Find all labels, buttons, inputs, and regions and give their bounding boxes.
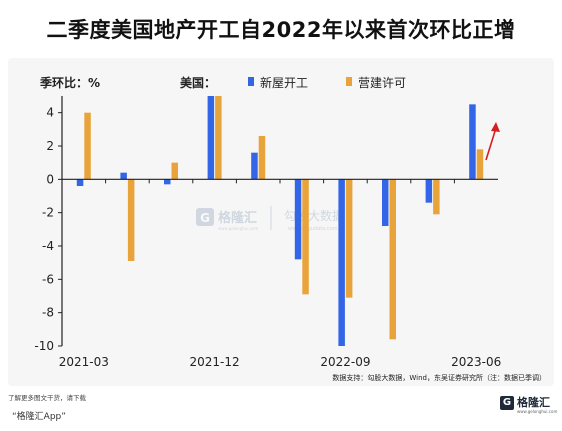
y-tick-label: -4: [42, 239, 54, 253]
x-tick-label: 2022-09: [320, 355, 370, 369]
bar-2023-03-permits: [433, 179, 440, 215]
bars: [76, 96, 484, 346]
watermark-logo-glyph: G: [200, 211, 210, 225]
legend: 新屋开工 营建许可: [248, 75, 406, 90]
watermark-brand: 格隆汇: [218, 210, 257, 226]
bar-2021-12-starts: [207, 96, 215, 180]
y-tick-label: 2: [46, 139, 54, 153]
bar-2021-12-permits: [215, 96, 222, 180]
legend-swatch-2: [346, 77, 352, 86]
logo-sub: www.gelonghui.com: [517, 409, 558, 414]
logo-mark-icon: G: [500, 396, 514, 410]
y-tick-label: 0: [46, 172, 54, 186]
bar-2021-06-permits: [127, 179, 135, 261]
bar-2021-03-permits: [84, 112, 91, 180]
bar-2022-06-starts: [294, 179, 302, 260]
y-tick-label: -10: [34, 339, 54, 353]
y-tick-label: 4: [46, 106, 54, 120]
bar-2023-06-permits: [476, 149, 484, 180]
bar-2021-09-starts: [164, 179, 171, 185]
page-title: 二季度美国地产开工自2022年以来首次环比正增: [46, 18, 516, 42]
bar-2022-12-permits: [389, 179, 396, 340]
source-note: 数据支持：勾股大数据，Wind，东吴证券研究所（注：数据已季调）: [332, 373, 546, 382]
bar-2022-03-starts: [251, 152, 258, 180]
footer-logo: G 格隆汇 www.gelonghui.com: [500, 396, 558, 414]
bar-2022-09-permits: [345, 179, 353, 298]
y-unit-label: 季环比：%: [39, 75, 100, 90]
bar-2021-06-starts: [120, 172, 127, 180]
watermark-secondary-sub: www.gogudata.com: [288, 226, 338, 232]
y-tick-label: -8: [42, 306, 54, 320]
bar-2023-06-starts: [469, 104, 476, 180]
y-tick-label: -2: [42, 206, 54, 220]
watermark-secondary: 勾股大数据: [284, 208, 344, 223]
footer-hint: 了解更多图文干货，请下载: [8, 394, 86, 402]
footer-app-name: “格隆汇App”: [12, 412, 66, 422]
chart-panel: G 格隆汇 www.gelonghui.com 勾股大数据 www.goguda…: [8, 58, 554, 386]
x-tick-label: 2023-06: [451, 355, 501, 369]
y-tick-label: -6: [42, 272, 54, 286]
watermark-logo-mark: [196, 208, 214, 226]
bar-2022-12-starts: [382, 179, 389, 226]
bar-2021-09-permits: [171, 162, 178, 180]
bar-2022-03-permits: [258, 136, 266, 180]
bar-2022-09-starts: [338, 179, 345, 346]
legend-label-1: 新屋开工: [260, 75, 308, 90]
x-axis: 2021-03 2021-12 2022-09 2023-06: [59, 178, 501, 369]
bar-2021-03-starts: [76, 179, 84, 186]
watermark: G 格隆汇 www.gelonghui.com 勾股大数据 www.goguda…: [196, 206, 344, 232]
logo-text: 格隆汇: [517, 396, 550, 409]
bar-chart: G 格隆汇 www.gelonghui.com 勾股大数据 www.goguda…: [34, 75, 546, 382]
legend-label-2: 营建许可: [358, 76, 406, 90]
x-tick-label: 2021-03: [59, 355, 109, 369]
legend-swatch-1: [248, 77, 254, 86]
annotation-arrow: [485, 122, 500, 161]
bar-2022-06-permits: [302, 179, 309, 295]
bar-2023-03-starts: [425, 179, 433, 203]
legend-prefix: 美国：: [180, 75, 216, 90]
y-axis: 4 2 0 -2 -4 -6 -8 -10: [34, 96, 63, 353]
x-tick-label: 2021-12: [190, 355, 240, 369]
watermark-brand-sub: www.gelonghui.com: [218, 226, 258, 231]
